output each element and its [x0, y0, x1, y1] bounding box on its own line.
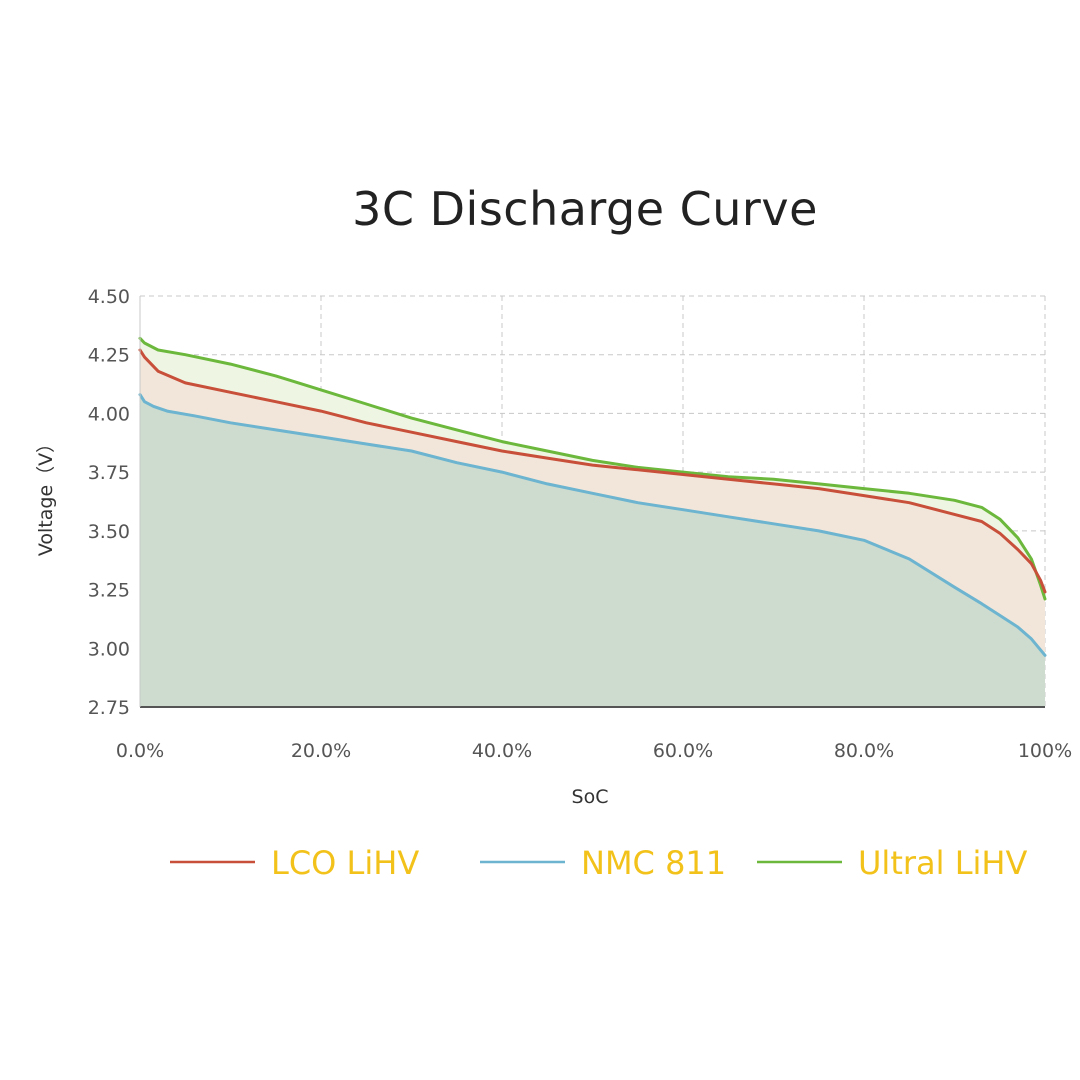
series-line-0 — [138, 336, 1047, 601]
y-tick-label: 2.75 — [88, 697, 130, 719]
legend-label: LCO LiHV — [271, 844, 419, 882]
legend-label: Ultral LiHV — [858, 844, 1027, 882]
y-tick-label: 3.50 — [88, 521, 130, 543]
legend-label: NMC 811 — [581, 844, 726, 882]
y-tick-label: 3.75 — [88, 462, 130, 484]
chart-title: 3C Discharge Curve — [352, 182, 818, 236]
x-tick-label: 80.0% — [834, 740, 894, 762]
x-axis-label: SoC — [572, 786, 609, 808]
x-tick-label: 100% — [1018, 740, 1072, 762]
y-axis-label: Voltage（V） — [35, 434, 57, 556]
y-tick-label: 4.00 — [88, 403, 130, 425]
legend: LCO LiHV NMC 811 Ultral LiHV — [170, 844, 1027, 882]
series-line-1 — [138, 348, 1047, 594]
series-area-2 — [140, 394, 1045, 707]
axes — [139, 296, 1045, 708]
y-tick-label: 3.25 — [88, 580, 130, 602]
y-tick-label: 4.50 — [88, 286, 130, 308]
x-tick-label: 40.0% — [472, 740, 532, 762]
y-tick-label: 4.25 — [88, 345, 130, 367]
x-tick-labels: 0.0% 20.0% 40.0% 60.0% 80.0% 100% — [116, 740, 1072, 762]
series-line-2 — [138, 393, 1047, 657]
x-tick-label: 0.0% — [116, 740, 164, 762]
series-areas — [140, 338, 1045, 707]
y-tick-label: 3.00 — [88, 638, 130, 660]
y-tick-labels: 4.50 4.25 4.00 3.75 3.50 3.25 3.00 2.75 — [88, 286, 130, 719]
series-lines — [138, 336, 1047, 657]
x-tick-label: 20.0% — [291, 740, 351, 762]
x-tick-label: 60.0% — [653, 740, 713, 762]
